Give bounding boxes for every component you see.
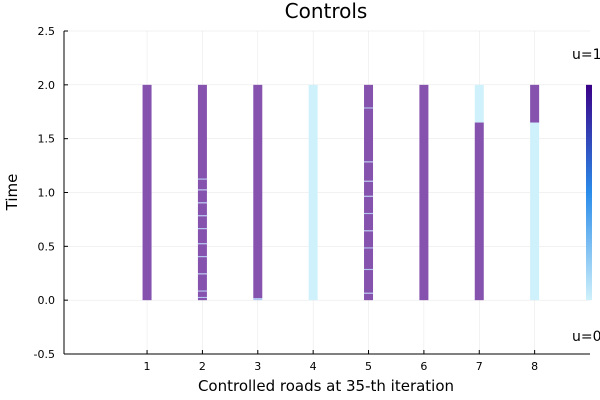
road-5-segment — [364, 196, 374, 213]
x-tick-label: 6 — [420, 360, 427, 373]
y-tick-label: 2.0 — [38, 79, 56, 92]
road-2-segment — [197, 243, 207, 245]
x-tick-label: 3 — [254, 360, 261, 373]
road-5-segment — [364, 292, 374, 294]
road-2-segment — [197, 216, 207, 229]
road-5-segment — [364, 162, 374, 181]
x-tick-label: 4 — [310, 360, 317, 373]
road-5-segment — [364, 195, 374, 197]
y-tick-label: 2.5 — [38, 25, 56, 38]
road-2-segment — [197, 296, 207, 299]
road-5-segment — [364, 84, 374, 108]
x-tick-label: 5 — [365, 360, 372, 373]
road-5-segment — [364, 248, 374, 269]
colorbar — [586, 84, 592, 301]
road-2-segment — [197, 189, 207, 191]
road-2-segment — [197, 178, 207, 180]
road-7-segment — [474, 84, 484, 123]
road-5-segment — [364, 270, 374, 293]
road-2-segment — [197, 179, 207, 190]
road-2-segment — [197, 244, 207, 257]
x-tick-label: 8 — [531, 360, 538, 373]
y-tick-label: -0.5 — [34, 348, 55, 361]
road-5-segment — [364, 268, 374, 271]
axes: 1 2 3 4 5 6 7 8 -0.5 0.0 0.5 1.0 1.5 2.0 2.5 — [34, 25, 590, 373]
x-tick-label: 7 — [476, 360, 483, 373]
x-axis-label: Controlled roads at 35-th iteration — [198, 377, 454, 395]
y-tick-label: 0.0 — [38, 294, 56, 307]
road-8-segment — [530, 122, 540, 301]
chart-title: Controls — [285, 0, 368, 23]
road-5-segment — [364, 231, 374, 248]
road-8-segment — [530, 84, 540, 123]
road-3-segment — [253, 298, 263, 301]
road-5-segment — [364, 161, 374, 163]
road-2-segment — [197, 274, 207, 291]
road-5-segment — [364, 108, 374, 162]
road-5-segment — [364, 247, 374, 249]
road-2-segment — [197, 291, 207, 297]
road-2-segment — [197, 256, 207, 258]
road-4-segment — [308, 84, 318, 301]
road-2-segment — [197, 290, 207, 292]
road-2-segment — [197, 190, 207, 203]
road-2-segment — [197, 202, 207, 204]
road-2-segment — [197, 215, 207, 217]
y-tick-label: 0.5 — [38, 240, 56, 253]
y-tick-label: 1.0 — [38, 187, 56, 200]
road-2-segment — [197, 257, 207, 274]
road-2-segment — [197, 229, 207, 244]
road-5-segment — [364, 293, 374, 301]
road-6-segment — [419, 84, 429, 301]
colorbar-label-top: u=1 — [572, 47, 600, 63]
road-5-segment — [364, 214, 374, 231]
control-bars — [142, 84, 540, 301]
road-5-segment — [364, 107, 374, 109]
road-2-segment — [197, 203, 207, 216]
road-5-segment — [364, 230, 374, 232]
road-2-segment — [197, 84, 207, 179]
x-tick-label: 2 — [199, 360, 206, 373]
x-tick-label: 1 — [144, 360, 151, 373]
road-7-segment — [474, 122, 484, 301]
road-3-segment — [253, 84, 263, 299]
colorbar-gradient — [586, 84, 592, 301]
y-axis-label: Time — [3, 174, 21, 212]
colorbar-label-bottom: u=0 — [572, 329, 600, 345]
y-tick-label: 1.5 — [38, 133, 56, 146]
road-2-segment — [197, 298, 207, 301]
road-1-segment — [142, 84, 152, 301]
road-5-segment — [364, 180, 374, 182]
road-2-segment — [197, 273, 207, 275]
road-5-segment — [364, 212, 374, 215]
road-2-segment — [197, 228, 207, 230]
road-5-segment — [364, 181, 374, 196]
